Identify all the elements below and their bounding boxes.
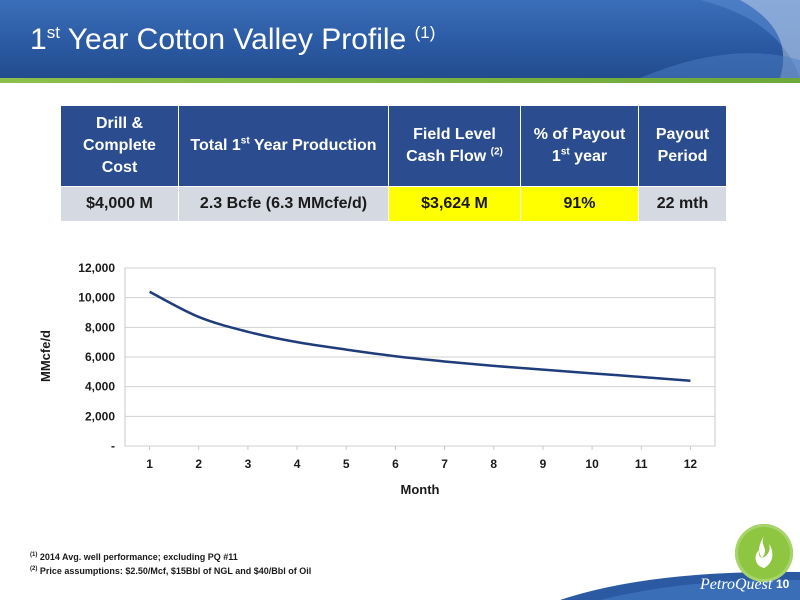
cell-payout-period: 22 mth (638, 186, 727, 222)
chart-x-tick-label: 6 (392, 457, 399, 471)
chart-series (149, 290, 691, 382)
page-number: 10 (776, 577, 790, 591)
footer-band (560, 571, 800, 600)
company-logo-icon (735, 524, 793, 582)
footnote-2: (2) Price assumptions: $2.50/Mcf, $15Bbl… (30, 566, 312, 576)
chart-x-tick-label: 11 (635, 457, 648, 471)
header-payout-percent: % of Payout 1st year (520, 105, 639, 187)
header-drill-complete-cost: Drill & Complete Cost (60, 105, 179, 187)
chart-y-tick-label: 12,000 (78, 261, 115, 275)
header-field-cash-flow: Field Level Cash Flow (2) (388, 105, 521, 187)
chart-x-tick-label: 3 (245, 457, 252, 471)
chart-y-tick-label: 10,000 (78, 291, 115, 305)
chart-x-tick-label: 8 (490, 457, 497, 471)
chart-x-tick-label: 12 (684, 457, 698, 471)
chart-y-tick-label: 6,000 (85, 350, 115, 364)
chart-x-axis-label: Month (401, 482, 440, 497)
page-title: 1st Year Cotton Valley Profile (1) (30, 23, 436, 56)
chart-gridlines (124, 267, 716, 450)
footnotes: (1) 2014 Avg. well performance; excludin… (30, 550, 311, 578)
chart-x-tick-labels: 1 2 3 4 5 6 7 8 9 10 11 12 (146, 457, 697, 471)
chart-y-tick-label: - (111, 439, 115, 453)
header-total-production: Total 1st Year Production (178, 105, 389, 187)
cell-field-cash-flow: $3,624 M (388, 186, 521, 222)
cell-drill-complete-cost: $4,000 M (60, 186, 179, 222)
chart-y-tick-label: 2,000 (85, 409, 115, 423)
chart-series-line (149, 290, 691, 382)
chart-y-tick-label: 8,000 (85, 320, 115, 334)
brand-name: PetroQuest (700, 576, 773, 593)
chart-y-tick-label: 4,000 (85, 380, 115, 394)
header-swoosh-decoration (640, 0, 800, 78)
chart-x-tick-label: 2 (195, 457, 202, 471)
summary-table: Drill & Complete Cost Total 1st Year Pro… (60, 105, 727, 222)
cell-payout-percent: 91% (520, 186, 639, 222)
title-underline (0, 78, 800, 83)
chart-x-tick-label: 7 (441, 457, 448, 471)
chart-y-tick-labels: - 2,000 4,000 6,000 8,000 10,000 12,000 (78, 261, 115, 453)
chart-x-tick-label: 4 (294, 457, 301, 471)
flame-icon (755, 536, 773, 568)
summary-header-row: Drill & Complete Cost Total 1st Year Pro… (60, 105, 727, 187)
chart-x-tick-label: 5 (343, 457, 350, 471)
cell-total-production: 2.3 Bcfe (6.3 MMcfe/d) (178, 186, 389, 222)
summary-data-row: $4,000 M 2.3 Bcfe (6.3 MMcfe/d) $3,624 M… (60, 186, 727, 222)
footnote-1: (1) 2014 Avg. well performance; excludin… (30, 552, 238, 562)
title-bar: 1st Year Cotton Valley Profile (1) (0, 0, 800, 78)
chart-x-tick-label: 1 (146, 457, 153, 471)
header-payout-period: Payout Period (638, 105, 727, 187)
chart-y-axis-label: MMcfe/d (38, 330, 53, 382)
chart-x-tick-label: 9 (540, 457, 547, 471)
chart-x-tick-label: 10 (585, 457, 599, 471)
